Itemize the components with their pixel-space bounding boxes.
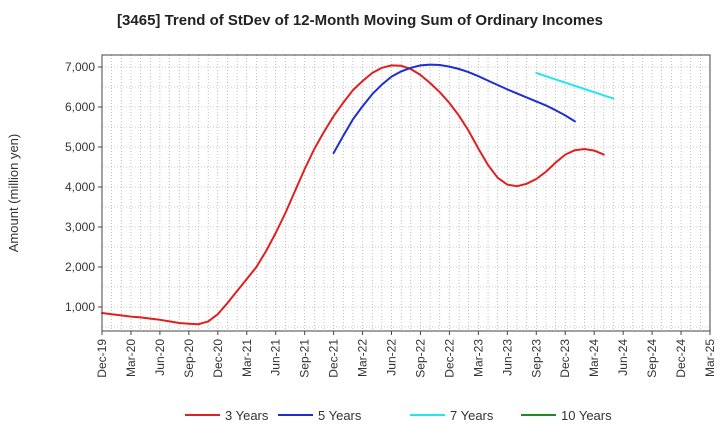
- legend-label-10-years: 10 Years: [561, 408, 612, 423]
- legend-label-5-years: 5 Years: [318, 408, 362, 423]
- plot-background: [102, 55, 710, 331]
- x-tick-label: Dec-24: [674, 339, 688, 378]
- x-axis: Dec-19 Mar-20 Jun-20 Sep-20 Dec-20 Mar-21 Jun-…: [95, 331, 717, 378]
- x-tick-label: Jun-23: [500, 339, 514, 376]
- series-line-5-years: [332, 63, 576, 154]
- x-tick-label: Mar-20: [124, 339, 138, 377]
- x-tick-label: Jun-22: [385, 339, 399, 376]
- series-layer: [101, 63, 615, 326]
- legend-label-7-years: 7 Years: [450, 408, 494, 423]
- x-tick-label: Dec-22: [442, 339, 456, 378]
- x-tick-label: Jun-20: [153, 339, 167, 376]
- x-tick-label: Mar-21: [240, 339, 254, 377]
- x-tick-label: Mar-22: [356, 339, 370, 377]
- x-tick-label: Mar-25: [703, 339, 717, 377]
- x-tick-label: Sep-23: [529, 339, 543, 378]
- y-tick-label: 2,000: [65, 260, 95, 274]
- x-tick-label: Sep-24: [645, 339, 659, 378]
- y-tick-label: 5,000: [65, 140, 95, 154]
- x-tick-label: Sep-20: [182, 339, 196, 378]
- x-tick-label: Dec-19: [95, 339, 109, 378]
- x-tick-label: Dec-23: [558, 339, 572, 378]
- legend-label-3-years: 3 Years: [225, 408, 269, 423]
- y-tick-label: 1,000: [65, 300, 95, 314]
- y-axis: 1,000 2,000 3,000 4,000 5,000 6,000 7,000: [65, 60, 102, 314]
- grid-layer: [102, 55, 710, 331]
- x-tick-label: Dec-20: [211, 339, 225, 378]
- y-axis-title: Amount (million yen): [6, 134, 21, 253]
- y-tick-label: 4,000: [65, 180, 95, 194]
- legend: 3 Years 5 Years 7 Years 10 Years: [185, 408, 612, 423]
- y-tick-label: 7,000: [65, 60, 95, 74]
- x-tick-label: Jun-21: [269, 339, 283, 376]
- y-tick-label: 6,000: [65, 100, 95, 114]
- chart-title: [3465] Trend of StDev of 12-Month Moving…: [117, 12, 603, 29]
- series-line-3-years: [101, 64, 605, 326]
- x-tick-label: Mar-24: [587, 339, 601, 377]
- x-tick-label: Jun-24: [616, 339, 630, 376]
- x-tick-label: Dec-21: [327, 339, 341, 378]
- y-tick-label: 3,000: [65, 220, 95, 234]
- x-tick-label: Mar-23: [471, 339, 485, 377]
- plot-frame: [101, 54, 711, 332]
- series-line-7-years: [535, 72, 615, 100]
- x-tick-label: Sep-22: [413, 339, 427, 378]
- x-tick-label: Sep-21: [298, 339, 312, 378]
